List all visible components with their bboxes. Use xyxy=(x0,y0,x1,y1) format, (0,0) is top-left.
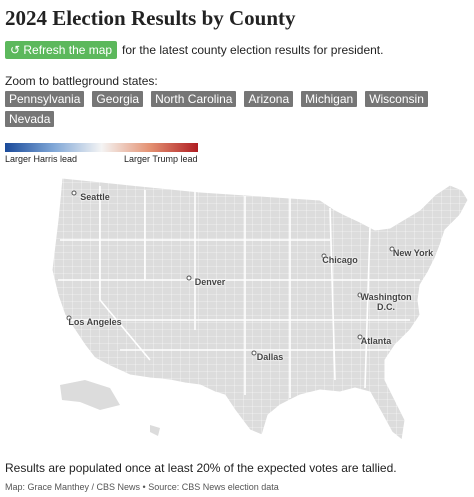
refresh-icon: ↺ xyxy=(10,43,24,57)
city-label: Seattle xyxy=(80,192,110,202)
us-map xyxy=(51,177,469,441)
legend-right: Larger Trump lead xyxy=(124,154,198,164)
city-label: Los Angeles xyxy=(68,317,122,327)
state-button[interactable]: Arizona xyxy=(244,91,294,107)
title: 2024 Election Results by County xyxy=(5,6,296,30)
state-button[interactable]: North Carolina xyxy=(151,91,237,107)
state-button[interactable]: Michigan xyxy=(301,91,358,107)
city-dot xyxy=(357,334,363,340)
refresh-button[interactable]: ↺ Refresh the map xyxy=(5,41,118,59)
footnote: Results are populated once at least 20% … xyxy=(5,461,397,475)
city-dot xyxy=(251,350,257,356)
refresh-label: Refresh the map xyxy=(23,43,113,57)
state-button[interactable]: Wisconsin xyxy=(365,91,428,107)
city-dot xyxy=(186,275,192,281)
legend-left: Larger Harris lead xyxy=(5,154,78,164)
city-label: Dallas xyxy=(256,352,284,362)
city-label: Washington D.C. xyxy=(360,292,412,312)
refresh-text: for the latest county election results f… xyxy=(122,43,384,57)
zoom-label: Zoom to battleground states: xyxy=(5,74,158,88)
state-button[interactable]: Georgia xyxy=(92,91,144,107)
city-dot xyxy=(321,253,327,259)
city-label: Denver xyxy=(194,277,226,287)
state-buttons: Pennsylvania Georgia North Carolina Arizona… xyxy=(5,91,470,127)
city-label: New York xyxy=(392,248,434,258)
city-dot xyxy=(357,292,363,298)
city-dot xyxy=(66,315,72,321)
state-button[interactable]: Nevada xyxy=(5,111,55,127)
city-dot xyxy=(389,246,395,252)
city-dot xyxy=(71,190,77,196)
credit: Map: Grace Manthey / CBS News • Source: … xyxy=(5,482,279,492)
state-button[interactable]: Pennsylvania xyxy=(5,91,85,107)
city-label: Atlanta xyxy=(360,336,392,346)
legend-gradient xyxy=(5,143,198,152)
city-label: Chicago xyxy=(322,255,358,265)
